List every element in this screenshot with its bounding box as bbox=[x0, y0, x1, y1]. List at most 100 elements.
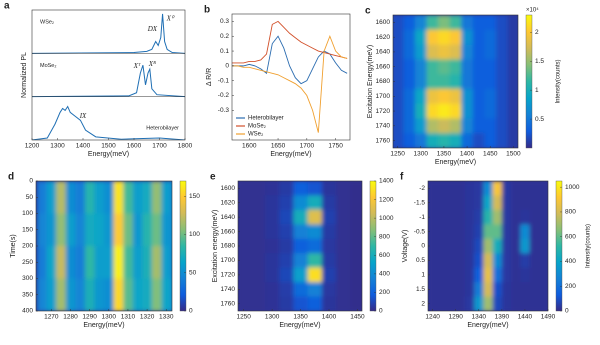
heatmap-cell bbox=[65, 213, 76, 247]
heatmap-cell bbox=[142, 278, 153, 311]
heatmap-cell bbox=[65, 278, 76, 311]
heatmap-cell bbox=[426, 118, 439, 134]
heatmap-cell bbox=[437, 195, 447, 211]
heatmap-cells bbox=[36, 181, 172, 311]
heatmap-cell bbox=[483, 209, 494, 225]
heatmap-cell bbox=[428, 209, 438, 225]
colorbar bbox=[525, 14, 533, 149]
x-tick-label: 1800 bbox=[178, 143, 193, 150]
heatmap-cell bbox=[238, 224, 252, 240]
y-tick-label: -0.2 bbox=[218, 92, 230, 99]
heatmap-cell bbox=[84, 278, 95, 311]
heatmap-cell bbox=[75, 246, 86, 279]
heatmap-cell bbox=[507, 29, 518, 46]
heatmap-cell bbox=[336, 267, 351, 283]
heatmap-cell bbox=[437, 209, 447, 225]
heatmap-cell bbox=[250, 224, 266, 240]
heatmap-cell bbox=[501, 267, 512, 283]
y-tick-label: 200 bbox=[22, 243, 33, 250]
colorbar-tick-label: 50 bbox=[189, 269, 197, 276]
heatmap-cell bbox=[279, 209, 294, 225]
heatmap-cell bbox=[492, 195, 503, 211]
heatmap-cell bbox=[414, 133, 428, 148]
heatmap-cell bbox=[36, 181, 48, 214]
heatmap-cell bbox=[529, 209, 540, 225]
heatmap-cell bbox=[279, 195, 294, 211]
heatmap-cell bbox=[501, 224, 512, 240]
y-tick-label: -1.5 bbox=[414, 199, 426, 206]
heatmap-cell bbox=[414, 74, 428, 90]
heatmap-cell bbox=[279, 267, 294, 283]
heatmap-cell bbox=[529, 238, 540, 254]
x-axis-label: Energy(meV) bbox=[88, 151, 129, 158]
heatmap-cell bbox=[56, 181, 67, 214]
series-label: Heterobilayer bbox=[146, 125, 179, 131]
heatmap-cell bbox=[492, 282, 503, 298]
heatmap-cell bbox=[511, 253, 521, 269]
heatmap-cell bbox=[472, 44, 485, 60]
y-tick-label: 1720 bbox=[221, 272, 236, 279]
heatmap-cell bbox=[293, 209, 309, 225]
heatmap-cell bbox=[307, 238, 323, 254]
heatmap-cell bbox=[238, 282, 252, 298]
heatmap-cell bbox=[492, 181, 503, 196]
heatmap-cell bbox=[426, 29, 439, 46]
heatmap-cell bbox=[455, 238, 466, 254]
heatmap-cell bbox=[307, 195, 323, 211]
heatmap-cell bbox=[455, 181, 466, 196]
heatmap-cell bbox=[474, 181, 484, 196]
heatmap-cell bbox=[496, 118, 509, 134]
heatmap-cell bbox=[151, 213, 162, 247]
heatmap-cell bbox=[437, 267, 447, 283]
heatmap-cell bbox=[492, 296, 503, 311]
colorbar-tick-label: 0 bbox=[379, 308, 383, 315]
heatmap-cell bbox=[161, 246, 172, 279]
heatmap-cell bbox=[265, 195, 280, 211]
heatmap-cell bbox=[403, 59, 416, 75]
heatmap-cell bbox=[472, 29, 485, 46]
y-axis-label: Δ R/R bbox=[206, 68, 213, 86]
heatmap-cell bbox=[437, 296, 447, 311]
heatmap-cell bbox=[104, 246, 115, 279]
heatmap-cell bbox=[449, 103, 462, 119]
x-tick-label: 1300 bbox=[414, 151, 429, 158]
colorbar-tick-label: 2 bbox=[535, 29, 539, 36]
y-tick-label: 50 bbox=[26, 194, 34, 201]
heatmap-cell bbox=[84, 213, 95, 247]
heatmap-cell bbox=[511, 267, 521, 283]
heatmap-cell bbox=[538, 253, 548, 269]
heatmap-cell bbox=[437, 253, 447, 269]
heatmap-cell bbox=[238, 296, 252, 311]
heatmap-cell bbox=[529, 267, 540, 283]
heatmap-cell bbox=[426, 88, 439, 105]
heatmap-cell bbox=[464, 224, 475, 240]
heatmap-cell bbox=[496, 59, 509, 75]
heatmap-cell bbox=[511, 282, 521, 298]
heatmap-cell bbox=[293, 253, 309, 269]
panel-label: c bbox=[365, 6, 371, 17]
heatmap-cell bbox=[403, 103, 416, 119]
heatmap-cell bbox=[151, 278, 162, 311]
heatmap-cell bbox=[403, 133, 416, 148]
heatmap-cell bbox=[336, 296, 351, 311]
heatmap-cell bbox=[455, 267, 466, 283]
heatmap-cell bbox=[393, 103, 404, 119]
heatmap-cell bbox=[279, 238, 294, 254]
heatmap-cell bbox=[464, 238, 475, 254]
y-tick-label: 1740 bbox=[221, 286, 236, 293]
heatmap-cell bbox=[307, 224, 323, 240]
heatmap-cell bbox=[437, 224, 447, 240]
heatmap-cell bbox=[336, 181, 351, 196]
heatmap-cell bbox=[449, 88, 462, 105]
y-tick-label: 1620 bbox=[376, 34, 391, 41]
heatmap-cell bbox=[507, 15, 518, 31]
heatmap-cell bbox=[511, 181, 521, 196]
heatmap-cell bbox=[307, 296, 323, 311]
heatmap-cell bbox=[461, 44, 474, 60]
y-tick-label: -1 bbox=[419, 214, 425, 221]
x-tick-label: 1600 bbox=[127, 143, 142, 150]
heatmap-cell bbox=[426, 44, 439, 60]
heatmap-cell bbox=[472, 133, 485, 148]
heatmap-cell bbox=[461, 15, 474, 31]
heatmap-cell bbox=[293, 238, 309, 254]
